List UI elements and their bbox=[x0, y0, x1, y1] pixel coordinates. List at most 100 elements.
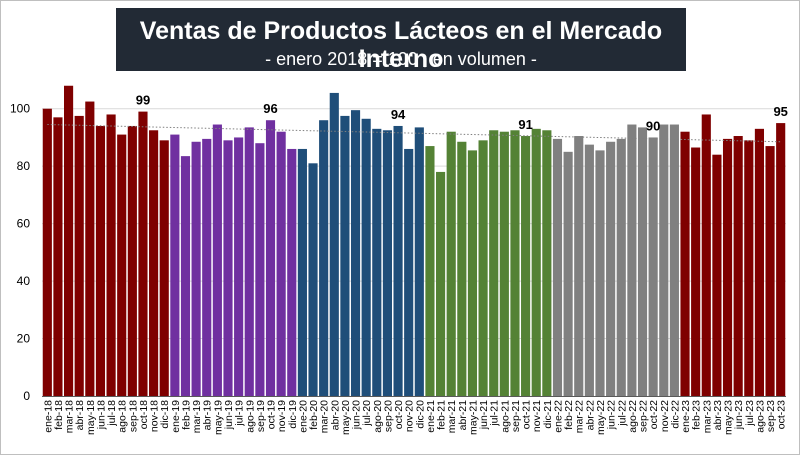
bars bbox=[42, 85, 786, 397]
x-tick-label: jul-21 bbox=[489, 400, 501, 427]
bar bbox=[606, 141, 616, 396]
bar bbox=[308, 163, 318, 396]
x-tick-label: dic-21 bbox=[542, 400, 554, 429]
bar bbox=[117, 134, 127, 396]
x-tick-label: nov-18 bbox=[149, 400, 161, 432]
x-tick-label: ago-22 bbox=[627, 400, 639, 433]
x-tick-label: ene-23 bbox=[680, 400, 692, 433]
x-tick-label: sep-18 bbox=[127, 400, 139, 432]
bar bbox=[467, 150, 478, 396]
chart-subtitle: - enero 2018 = 100 , en volumen - bbox=[265, 49, 537, 69]
bar bbox=[404, 148, 414, 396]
x-tick-label: ene-19 bbox=[170, 400, 182, 433]
x-tick-label: sep-19 bbox=[255, 400, 267, 432]
bar bbox=[691, 147, 701, 396]
bar bbox=[106, 114, 116, 397]
x-tick-label: abr-22 bbox=[584, 400, 596, 431]
x-tick-label: mar-19 bbox=[191, 400, 203, 433]
x-tick-label: oct-20 bbox=[393, 400, 405, 429]
bar bbox=[138, 111, 148, 396]
x-tick-label: mar-21 bbox=[446, 400, 458, 433]
x-tick-label: oct-23 bbox=[776, 400, 788, 429]
bar bbox=[265, 120, 276, 396]
bar bbox=[170, 134, 180, 396]
x-tick-label: dic-18 bbox=[159, 400, 171, 429]
bar bbox=[669, 124, 679, 396]
x-tick-label: sep-22 bbox=[638, 400, 650, 432]
bar bbox=[478, 140, 488, 396]
x-tick-label: mar-23 bbox=[701, 400, 713, 433]
bar bbox=[574, 136, 584, 396]
x-tick-label: mar-22 bbox=[574, 400, 586, 433]
bar bbox=[191, 141, 201, 396]
y-tick-label: 100 bbox=[10, 102, 30, 116]
x-tick-label: sep-20 bbox=[382, 400, 394, 432]
x-tick-label: feb-22 bbox=[563, 400, 575, 430]
data-label: 91 bbox=[518, 117, 532, 132]
x-tick-label: abr-21 bbox=[457, 400, 469, 431]
x-tick-label: abr-23 bbox=[712, 400, 724, 431]
bar bbox=[776, 123, 786, 396]
bar bbox=[64, 85, 74, 396]
bar bbox=[414, 127, 424, 397]
data-labels: 99 96 94 91 90 95 bbox=[136, 93, 788, 134]
bar bbox=[457, 141, 467, 396]
x-tick-label: may-19 bbox=[212, 400, 224, 435]
bar bbox=[382, 130, 392, 397]
x-axis-ticks: ene-18feb-18mar-18abr-18may-18jun-18jul-… bbox=[42, 396, 788, 435]
bar bbox=[563, 151, 573, 396]
x-tick-label: jun-20 bbox=[351, 400, 363, 430]
data-label: 95 bbox=[773, 104, 787, 119]
bar bbox=[202, 138, 212, 396]
x-tick-label: dic-19 bbox=[287, 400, 299, 429]
y-tick-label: 60 bbox=[17, 217, 31, 231]
x-tick-label: nov-20 bbox=[404, 400, 416, 432]
x-tick-label: may-21 bbox=[467, 400, 479, 435]
bar bbox=[393, 125, 403, 397]
bar bbox=[446, 131, 456, 396]
y-tick-label: 40 bbox=[17, 274, 31, 288]
bar bbox=[616, 138, 626, 396]
bar bbox=[648, 137, 658, 397]
x-tick-label: may-18 bbox=[85, 400, 97, 435]
x-tick-label: feb-18 bbox=[53, 400, 65, 430]
bar bbox=[255, 143, 265, 396]
data-label: 99 bbox=[136, 93, 150, 108]
data-label: 94 bbox=[391, 107, 406, 122]
x-tick-label: abr-19 bbox=[202, 400, 214, 431]
x-tick-label: oct-19 bbox=[266, 400, 278, 429]
bar bbox=[744, 140, 754, 396]
bar bbox=[149, 130, 159, 397]
y-axis-ticks: 0 20 40 60 80 100 bbox=[10, 102, 30, 403]
bar bbox=[722, 138, 733, 396]
x-tick-label: sep-23 bbox=[765, 400, 777, 432]
x-tick-label: may-20 bbox=[340, 400, 352, 435]
bar bbox=[733, 136, 743, 396]
y-tick-label: 20 bbox=[17, 332, 31, 346]
bar bbox=[297, 148, 307, 396]
x-tick-label: mar-18 bbox=[64, 400, 76, 433]
x-tick-label: jul-20 bbox=[361, 400, 373, 427]
bar bbox=[350, 110, 361, 396]
bar bbox=[329, 92, 339, 396]
x-tick-label: nov-22 bbox=[659, 400, 671, 432]
x-tick-label: oct-18 bbox=[138, 400, 150, 429]
x-tick-label: ago-19 bbox=[244, 400, 256, 433]
x-tick-label: dic-22 bbox=[669, 400, 681, 429]
x-tick-label: ago-18 bbox=[117, 400, 129, 433]
bar bbox=[340, 115, 350, 396]
bar bbox=[552, 138, 563, 396]
bar bbox=[42, 108, 52, 397]
bar bbox=[659, 124, 669, 396]
bar bbox=[372, 128, 382, 396]
bar bbox=[754, 128, 764, 396]
x-tick-label: ene-22 bbox=[552, 400, 564, 433]
data-label: 96 bbox=[263, 101, 277, 116]
x-tick-label: jul-18 bbox=[106, 400, 118, 427]
x-tick-label: jul-22 bbox=[616, 400, 628, 427]
x-tick-label: ene-21 bbox=[425, 400, 437, 433]
bar bbox=[212, 124, 222, 396]
y-tick-label: 0 bbox=[23, 389, 30, 403]
x-tick-label: jun-18 bbox=[95, 400, 107, 430]
y-tick-label: 80 bbox=[17, 159, 31, 173]
